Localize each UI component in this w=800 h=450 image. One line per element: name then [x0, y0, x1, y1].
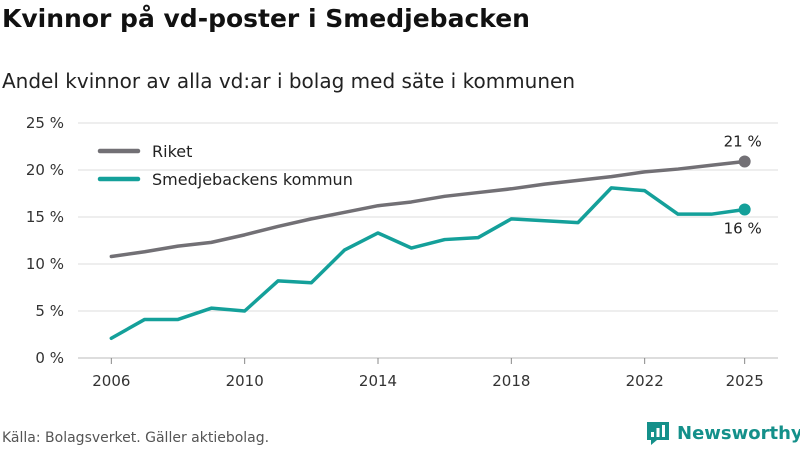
grid-layer — [78, 122, 778, 359]
x-tick-label: 2018 — [492, 372, 530, 390]
legend-label: Smedjebackens kommun — [152, 170, 353, 189]
x-tick-label: 2025 — [726, 372, 764, 390]
y-tick-label: 0 % — [35, 349, 64, 367]
y-tick-label: 15 % — [26, 208, 64, 226]
x-tick-label: 2014 — [359, 372, 397, 390]
series-layer: 21 % 16 % — [109, 133, 762, 341]
newsworthy-logo-icon — [647, 422, 669, 445]
series-end-label: 16 % — [724, 219, 762, 237]
legend: Riket Smedjebackens kommun — [97, 142, 353, 189]
x-tick-label: 2006 — [92, 372, 130, 390]
y-tick-label: 20 % — [26, 161, 64, 179]
chart-subtitle: Andel kvinnor av alla vd:ar i bolag med … — [2, 69, 575, 93]
brand-logo: Newsworthy — [645, 420, 800, 446]
line-chart: 0 % 5 % 10 % 15 % 20 % 25 % 2006 2010 2014 2018 20… — [26, 114, 778, 390]
series-end-label: 21 % — [724, 133, 762, 151]
legend-label: Riket — [152, 142, 192, 161]
source-note: Källa: Bolagsverket. Gäller aktiebolag. — [2, 430, 270, 446]
chart-title: Kvinnor på vd-poster i Smedjebacken — [2, 4, 530, 33]
axis-layer: 0 % 5 % 10 % 15 % 20 % 25 % 2006 2010 2014 2018 20… — [26, 114, 764, 390]
series-line-riket — [109, 159, 747, 259]
series-end-point — [738, 155, 751, 168]
y-tick-label: 25 % — [26, 114, 64, 132]
series-end-point — [738, 203, 751, 216]
y-tick-label: 10 % — [26, 255, 64, 273]
x-tick-label: 2022 — [626, 372, 664, 390]
x-tick-label: 2010 — [226, 372, 264, 390]
y-tick-label: 5 % — [35, 302, 64, 320]
series-line-kommun — [109, 186, 747, 341]
brand-name: Newsworthy — [677, 422, 800, 444]
